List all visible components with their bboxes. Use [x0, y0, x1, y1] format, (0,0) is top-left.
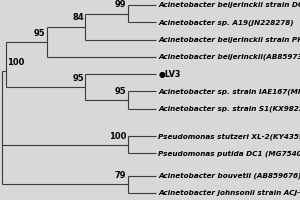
Text: Pseudomonas stutzeri XL-2(KY43592: Pseudomonas stutzeri XL-2(KY43592 — [158, 133, 300, 140]
Text: Pseudomonas putida DC1 (MG754008: Pseudomonas putida DC1 (MG754008 — [158, 150, 300, 157]
Text: 79: 79 — [115, 171, 126, 180]
Text: 95: 95 — [33, 28, 45, 38]
Text: 100: 100 — [109, 132, 126, 141]
Text: Acinetobacter sp. A19(JN228278): Acinetobacter sp. A19(JN228278) — [158, 19, 294, 26]
Text: Acinetobacter beijerinckii strain DGL: Acinetobacter beijerinckii strain DGL — [158, 2, 300, 8]
Text: 100: 100 — [8, 58, 25, 67]
Text: 95: 95 — [114, 87, 126, 96]
Text: Acinetobacter beijerinckii(AB859734): Acinetobacter beijerinckii(AB859734) — [158, 54, 300, 60]
Text: Acinetobacter sp. strain IAE167(MK4: Acinetobacter sp. strain IAE167(MK4 — [158, 88, 300, 95]
Text: 84: 84 — [72, 13, 84, 22]
Text: ●LV3: ●LV3 — [158, 70, 181, 79]
Text: Acinetobacter johnsonii strain ACJ-01: Acinetobacter johnsonii strain ACJ-01 — [158, 190, 300, 196]
Text: Acinetobacter beijerinckii strain PHC: Acinetobacter beijerinckii strain PHC — [158, 37, 300, 43]
Text: Acinetobacter bouvetii (AB859676): Acinetobacter bouvetii (AB859676) — [158, 173, 300, 179]
Text: 99: 99 — [115, 0, 126, 9]
Text: 95: 95 — [72, 74, 84, 83]
Text: Acinetobacter sp. strain S1(KX982223: Acinetobacter sp. strain S1(KX982223 — [158, 105, 300, 112]
